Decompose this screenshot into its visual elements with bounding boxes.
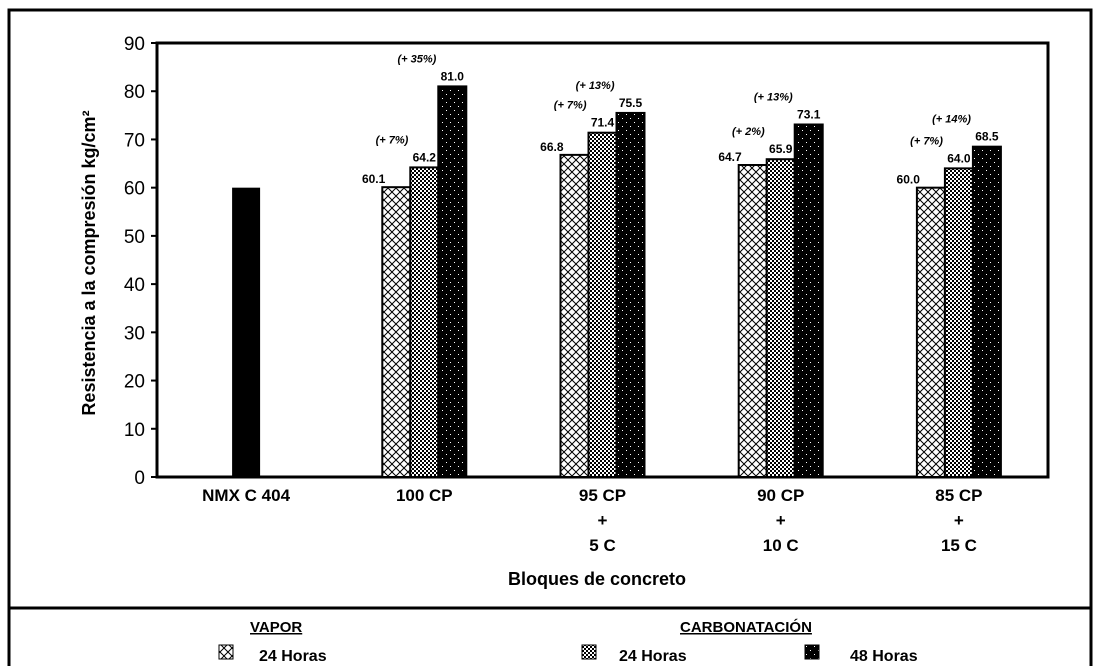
data-label: 81.0: [441, 69, 465, 83]
percent-label: (+ 7%): [376, 134, 409, 146]
y-tick-label: 60: [124, 179, 145, 200]
percent-label: (+ 35%): [397, 53, 436, 65]
y-tick-label: 80: [124, 82, 145, 103]
data-label: 60.1: [362, 172, 386, 186]
bar-series-2: [971, 145, 1002, 479]
x-category-label: +: [776, 511, 786, 530]
data-label: 64.0: [947, 151, 971, 165]
percent-label: (+ 7%): [910, 135, 943, 147]
data-label: 60.0: [897, 173, 921, 187]
y-axis: 0 10 20 30 40 50 60 70 80 90: [124, 34, 157, 489]
bar-series-0: [737, 164, 768, 478]
bar-series-1: [943, 167, 974, 478]
percent-label: (+ 13%): [576, 80, 615, 92]
data-label: 66.8: [540, 140, 564, 154]
x-category-label: 90 CP: [757, 486, 804, 505]
y-tick-label: 30: [124, 323, 145, 344]
data-label: 64.2: [413, 150, 437, 164]
bar-series-1: [587, 131, 618, 478]
legend-label-carb-48: 48 Horas: [850, 648, 918, 665]
x-category-label: 15 C: [941, 536, 977, 555]
legend-swatch-carb-48: [804, 644, 820, 660]
y-tick-label: 0: [134, 468, 145, 489]
bars-layer: [232, 85, 1002, 479]
bar-series-1: [409, 166, 440, 478]
x-category-label: 5 C: [589, 536, 615, 555]
legend-label-carb-24: 24 Horas: [619, 648, 687, 665]
data-labels-layer: 60.1 66.8 64.7 60.0 64.2 (+ 7%) 71.4 (+ 7%) 65.9…: [362, 53, 999, 186]
x-category-label: 85 CP: [935, 486, 982, 505]
legend-group-carbonatacion: CARBONATACIÓN: [680, 618, 812, 636]
data-label: 64.7: [718, 150, 742, 164]
data-label: 73.1: [797, 107, 821, 121]
legend-label-vapor-24: 24 Horas: [259, 648, 327, 665]
x-category-label: +: [598, 511, 608, 530]
bar-series-0: [915, 186, 946, 479]
percent-label: (+ 14%): [932, 114, 971, 126]
data-label: 75.5: [619, 96, 643, 110]
y-tick-label: 20: [124, 372, 145, 393]
bar-series-2: [793, 123, 824, 479]
x-category-label: NMX C 404: [202, 486, 290, 505]
x-category-label: +: [954, 511, 964, 530]
x-category-label: 95 CP: [579, 486, 626, 505]
bar-series-2: [437, 85, 468, 479]
y-tick-label: 40: [124, 275, 145, 296]
x-axis-categories: NMX C 404 100 CP 95 CP +5 C 90 CP +10 C 85 CP +…: [202, 486, 982, 555]
legend-group-vapor: VAPOR: [250, 619, 302, 636]
y-tick-label: 10: [124, 420, 145, 441]
data-label: 65.9: [769, 142, 793, 156]
bar-series-2: [615, 111, 646, 479]
x-category-label: 100 CP: [396, 486, 453, 505]
bar-series-0: [559, 153, 590, 478]
percent-label: (+ 7%): [554, 100, 587, 112]
data-label: 68.5: [975, 130, 999, 144]
legend-swatch-vapor-24: [218, 644, 234, 660]
bar-series-0: [381, 186, 412, 478]
x-category-label: 10 C: [763, 536, 799, 555]
x-axis-title: Bloques de concreto: [508, 569, 686, 589]
legend-frame: [7, 606, 1093, 666]
legend: VAPOR CARBONATACIÓN 24 Horas 24 Horas 48…: [218, 618, 918, 665]
y-tick-label: 90: [124, 34, 145, 55]
y-tick-label: 70: [124, 130, 145, 151]
bar-series-1: [765, 158, 796, 479]
y-axis-title: Resistencia a la compresión kg/cm²: [79, 110, 99, 415]
data-label: 71.4: [591, 116, 615, 130]
bar-reference: [232, 187, 261, 477]
percent-label: (+ 2%): [732, 126, 765, 138]
percent-label: (+ 13%): [754, 91, 793, 103]
y-tick-label: 50: [124, 227, 145, 248]
legend-swatch-carb-24: [581, 644, 597, 660]
